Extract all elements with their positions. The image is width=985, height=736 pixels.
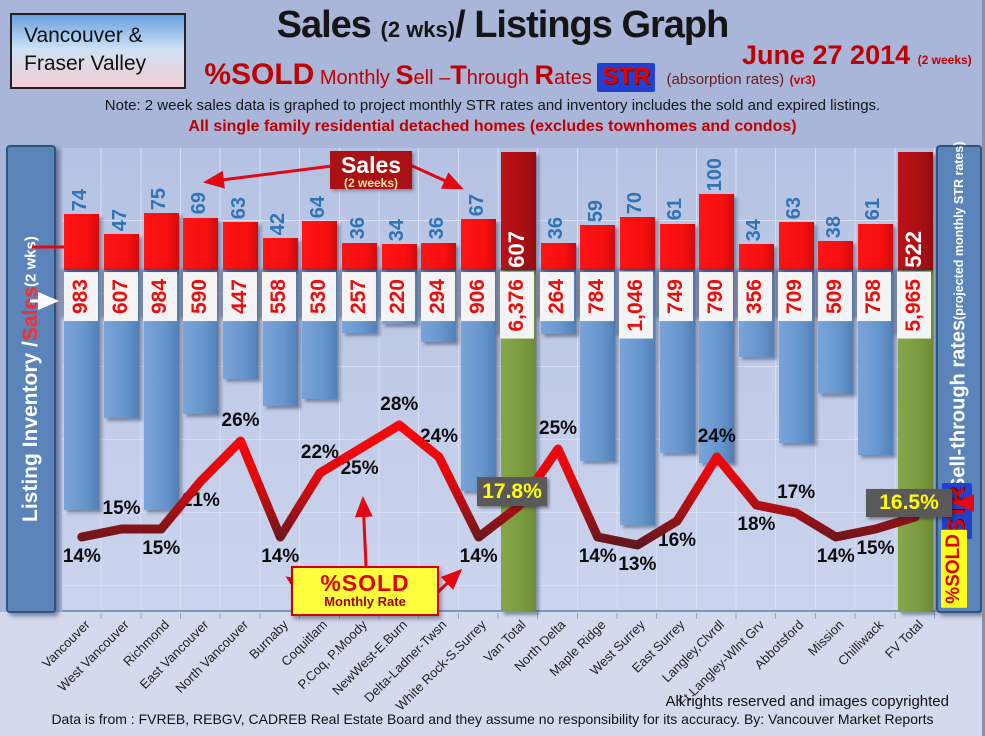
x-axis-ticks: [62, 613, 935, 619]
left-axis-sales: Sales: [19, 286, 42, 342]
left-axis-part3: (2 wks): [22, 235, 40, 287]
van-total-rate-box: 17.8%: [477, 477, 547, 506]
region-line1: Vancouver &: [24, 24, 143, 47]
note-text: Note: 2 week sales data is graphed to pr…: [104, 97, 881, 114]
title-small: (2 wks): [380, 17, 456, 42]
sold-callout-sub: Monthly Rate: [324, 594, 406, 610]
sold-callout-title: %SOLD: [320, 570, 410, 596]
region-line2: Fraser Valley: [24, 52, 147, 76]
sold-callout-box: %SOLD Monthly Rate: [291, 566, 439, 616]
subtitle-rates: Monthly Sell –Through Rates: [319, 60, 598, 90]
date-main: June 27 2014: [742, 40, 911, 70]
sales-callout-title: Sales: [340, 152, 402, 178]
subtitle: %SOLD Monthly Sell –Through Rates STR (a…: [170, 58, 850, 92]
right-axis-rail: Sell-through rates (projected monthly ST…: [936, 142, 982, 613]
title-rest: / Listings Graph: [455, 4, 729, 46]
page-title: Sales (2 wks)/ Listings Graph: [195, 4, 810, 47]
right-axis-label: Sell-through rates (projected monthly ST…: [938, 142, 980, 492]
right-axis-main: Sell-through rates: [947, 320, 970, 492]
left-axis-part1: Listing Inventory /: [19, 341, 42, 523]
sold-axis-badge: %SOLD: [941, 530, 967, 608]
right-axis-paren: (projected monthly STR rates): [952, 141, 966, 321]
subtitle-absorption: (absorption rates): [666, 71, 785, 88]
subtitle-version: (vr3): [789, 73, 816, 87]
sales-callout-sub: (2 weeks): [343, 176, 399, 190]
axis-area-background: [0, 612, 982, 736]
rights-text: All rights reserved and images copyright…: [665, 693, 949, 710]
str-badge: STR: [597, 63, 656, 92]
left-axis-label: Listing Inventory / Sales (2 wks): [8, 147, 54, 611]
plot-area: [62, 148, 935, 612]
left-axis-rail: Listing Inventory / Sales (2 wks): [6, 145, 56, 613]
source-text: Data is from : FVREB, REBGV, CADREB Real…: [51, 711, 934, 727]
title-main: Sales: [276, 4, 372, 46]
sales-callout-box: Sales (2 weeks): [330, 151, 412, 189]
region-title-box: Vancouver & Fraser Valley: [10, 13, 186, 89]
report-date: June 27 2014 (2 weeks): [742, 40, 982, 71]
subtitle-sold: %SOLD: [204, 58, 315, 91]
fv-total-rate-box: 16.5%: [866, 489, 952, 517]
date-small: (2 weeks): [917, 53, 972, 67]
scope-text: All single family residential detached h…: [188, 118, 797, 135]
